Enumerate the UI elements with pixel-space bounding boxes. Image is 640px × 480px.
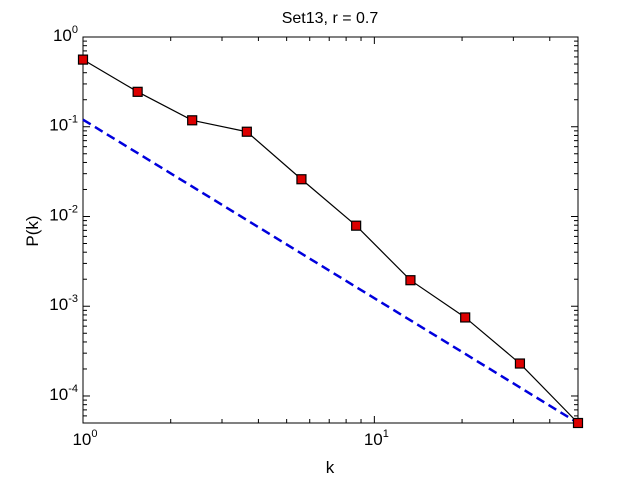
data-point-marker xyxy=(351,220,362,231)
data-point-marker xyxy=(187,115,198,126)
tick-label-exponent: 0 xyxy=(91,428,97,440)
tick-label-exponent: -2 xyxy=(68,203,78,215)
tick-label-base: 10 xyxy=(49,295,68,314)
axis-ticks xyxy=(82,36,579,424)
series-dashed-line xyxy=(82,118,579,425)
tick-label-exponent: 1 xyxy=(383,428,389,440)
y-tick-label: 10-4 xyxy=(49,383,78,404)
data-point-marker xyxy=(514,358,526,369)
series-solid-line xyxy=(82,59,579,424)
y-tick-label: 10-3 xyxy=(49,293,78,314)
tick-label-base: 10 xyxy=(49,385,68,404)
y-tick-label: 100 xyxy=(53,24,78,45)
chart-title: Set13, r = 0.7 xyxy=(282,10,379,27)
tick-label-exponent: -4 xyxy=(68,383,78,395)
series-layer xyxy=(77,54,584,429)
tick-label-exponent: 0 xyxy=(72,24,78,36)
data-point-marker xyxy=(296,174,307,185)
data-point-marker xyxy=(572,417,584,429)
y-tick-label: 10-2 xyxy=(49,203,78,224)
x-tick-label: 101 xyxy=(364,428,389,449)
tick-label-base: 10 xyxy=(49,116,68,135)
y-axis-label: P(k) xyxy=(23,215,42,246)
tick-label-base: 10 xyxy=(49,205,68,224)
tick-label-base: 10 xyxy=(72,430,91,449)
data-point-marker xyxy=(241,126,252,137)
tick-label-exponent: -1 xyxy=(68,114,78,126)
y-tick-label: 10-1 xyxy=(49,114,78,135)
data-point-marker xyxy=(460,312,471,323)
data-point-marker xyxy=(405,275,416,286)
data-point-marker xyxy=(132,86,143,97)
x-axis-label: k xyxy=(326,458,335,477)
x-tick-label: 100 xyxy=(72,428,97,449)
tick-label-base: 10 xyxy=(364,430,383,449)
tick-label-base: 10 xyxy=(53,26,72,45)
data-point-marker xyxy=(77,54,89,65)
tick-label-exponent: -3 xyxy=(68,293,78,305)
